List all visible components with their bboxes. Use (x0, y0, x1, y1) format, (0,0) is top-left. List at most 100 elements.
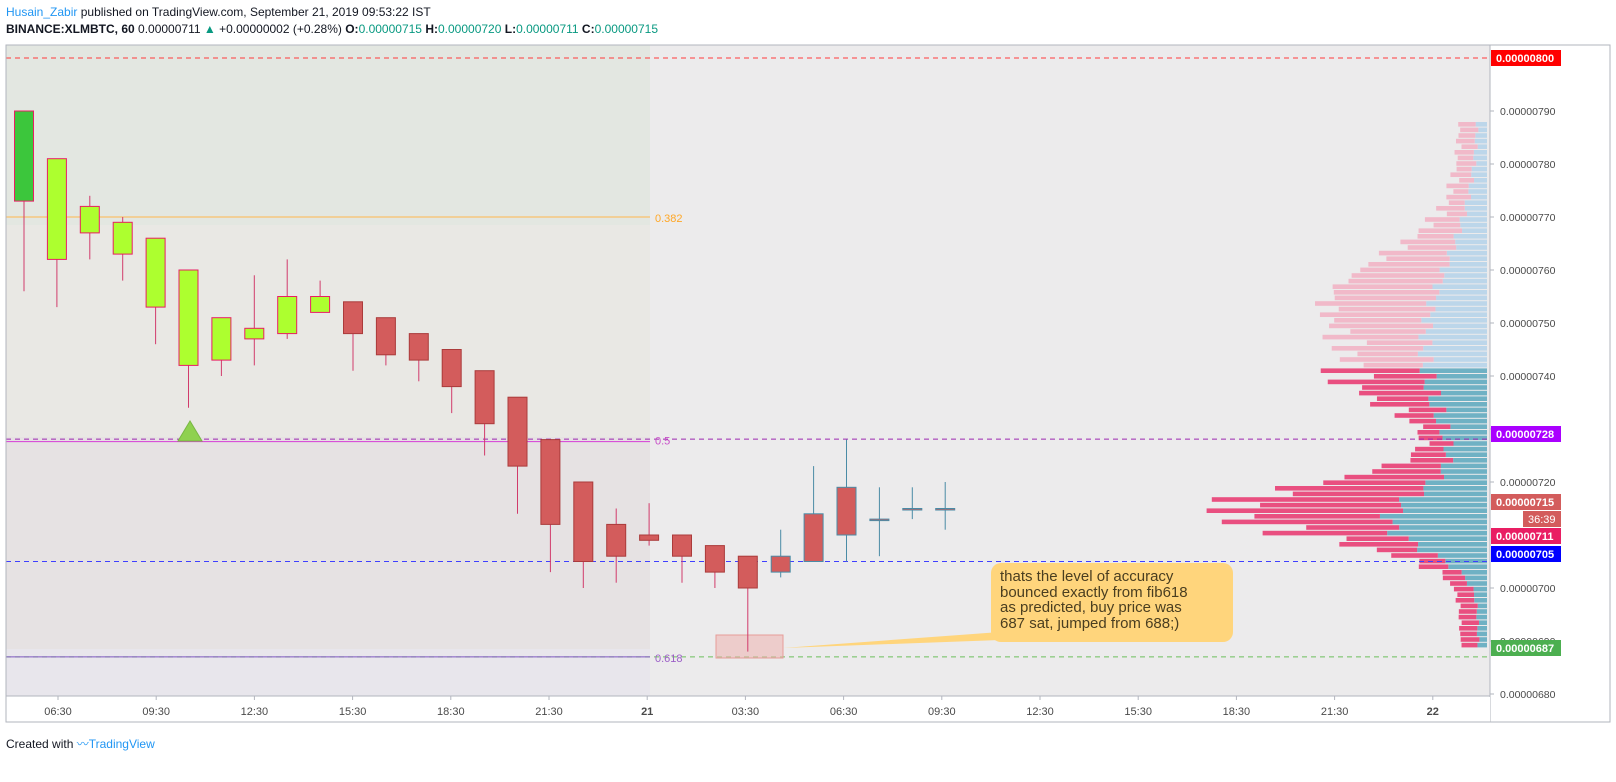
volume-bar-down (1410, 452, 1446, 457)
candle-body[interactable] (639, 534, 660, 541)
volume-bar-down (1332, 284, 1433, 289)
volume-bar-up (1408, 536, 1487, 541)
x-tick-label: 15:30 (339, 706, 367, 718)
x-tick-label: 15:30 (1124, 706, 1152, 718)
volume-bar-up (1478, 127, 1487, 133)
volume-bar-up (1474, 598, 1487, 603)
volume-bar-down (1423, 424, 1451, 429)
price-label-box[interactable] (1491, 640, 1561, 656)
price-label-box[interactable] (1491, 528, 1561, 544)
author-link[interactable]: Husain_Zabir (6, 5, 78, 19)
volume-bar-up (1478, 620, 1487, 625)
annotation-pointer (783, 632, 1000, 648)
price-axis[interactable] (1490, 45, 1616, 696)
candle-body[interactable] (672, 534, 692, 557)
volume-bar-down (1376, 396, 1429, 401)
volume-bar-down (1442, 570, 1462, 575)
volume-bar-down (1262, 530, 1388, 536)
candle-body[interactable] (540, 439, 561, 525)
x-tick-label: 21:30 (535, 706, 563, 718)
candle-body[interactable] (211, 317, 232, 361)
volume-bar-up (1453, 234, 1487, 239)
tradingview-link[interactable]: TradingView (88, 737, 155, 751)
volume-bar-up (1461, 570, 1487, 575)
candle-body[interactable] (836, 486, 857, 536)
volume-bar-up (1422, 362, 1487, 368)
volume-bar-up (1468, 189, 1487, 194)
volume-bar-down (1372, 469, 1441, 474)
volume-profile (1206, 122, 1487, 648)
volume-bar-up (1429, 402, 1487, 407)
candle-body[interactable] (178, 269, 199, 366)
price-label-box[interactable] (1491, 546, 1561, 562)
candle-body[interactable] (770, 555, 791, 573)
volume-bar-up (1476, 614, 1487, 620)
volume-bar-up (1433, 413, 1487, 418)
candle-body[interactable] (277, 296, 298, 335)
volume-bar-down (1351, 273, 1445, 278)
candle-body[interactable] (408, 333, 429, 361)
volume-bar-down (1457, 592, 1475, 597)
volume-bar-up (1392, 519, 1487, 525)
candle-body[interactable] (869, 518, 890, 522)
volume-bar-up (1446, 407, 1487, 413)
candle-body[interactable] (704, 545, 725, 573)
up-triangle-icon: ▲ (203, 22, 216, 36)
candle-body[interactable] (507, 396, 528, 467)
low-value: 0.00000711 (516, 22, 579, 36)
candle-body[interactable] (375, 317, 396, 356)
footer: Created with 〰TradingView (6, 735, 155, 752)
candle-body[interactable] (244, 327, 265, 340)
candle-body[interactable] (935, 508, 956, 511)
candle-body[interactable] (902, 508, 923, 511)
candle-body[interactable] (803, 513, 824, 562)
annotation-line: bounced exactly from fib618 (1000, 583, 1188, 601)
volume-bar-up (1464, 200, 1487, 205)
candle-body[interactable] (573, 481, 594, 562)
candle-body[interactable] (343, 301, 363, 335)
candle-body[interactable] (474, 370, 495, 425)
volume-bar-up (1466, 581, 1487, 586)
volume-bar-down (1461, 144, 1478, 149)
volume-bar-down (1357, 351, 1418, 357)
y-tick-label: 0.00000680 (1500, 689, 1556, 701)
candle-body[interactable] (441, 349, 462, 388)
volume-bar-down (1436, 206, 1465, 211)
volume-bar-up (1425, 329, 1487, 334)
price-label-box[interactable] (1491, 426, 1561, 442)
volume-bar-down (1368, 262, 1450, 267)
candle-body[interactable] (14, 110, 34, 202)
volume-bar-up (1475, 122, 1487, 127)
candle-body[interactable] (606, 523, 627, 557)
volume-bar-down (1453, 586, 1474, 592)
candle-body[interactable] (46, 158, 67, 260)
volume-bar-down (1292, 491, 1425, 497)
symbol-name[interactable]: BINANCE:XLMBTC, 60 (6, 22, 135, 36)
price-label-box[interactable] (1491, 494, 1561, 510)
volume-bar-up (1468, 183, 1487, 189)
price-chart[interactable]: 0.382 0.5 0.618 0.00000790 0.00000780 0.0000… (0, 0, 1616, 730)
volume-bar-down (1446, 211, 1467, 217)
volume-bar-up (1473, 155, 1487, 161)
candle-body[interactable] (79, 205, 100, 234)
x-tick-label: 21:30 (1321, 706, 1349, 718)
annotation-callout[interactable]: thats the level of accuracy bounced exac… (991, 563, 1233, 642)
candle-body[interactable] (112, 221, 133, 255)
volume-bar-down (1460, 603, 1478, 609)
low-label: L: (504, 22, 517, 36)
volume-bar-down (1381, 463, 1441, 469)
candle-body[interactable] (145, 237, 166, 308)
volume-bar-down (1448, 200, 1465, 205)
candle-body[interactable] (737, 555, 758, 589)
volume-bar-up (1470, 194, 1487, 200)
candle-body[interactable] (310, 296, 331, 313)
volume-bar-up (1477, 626, 1487, 631)
volume-bar-down (1458, 122, 1476, 127)
time-axis[interactable] (6, 697, 1490, 722)
y-tick-label: 0.00000700 (1500, 583, 1556, 595)
price-label: 0.00000728 (1496, 429, 1554, 441)
volume-bar-up (1417, 351, 1487, 357)
volume-bar-down (1275, 486, 1424, 491)
volume-bar-up (1423, 385, 1487, 390)
price-label-box[interactable] (1491, 50, 1561, 66)
